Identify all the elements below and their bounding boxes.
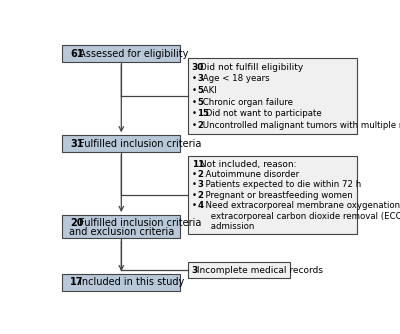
Text: Did not fulfill eligibility: Did not fulfill eligibility	[197, 62, 304, 71]
Text: 2: 2	[197, 191, 203, 200]
Text: 20: 20	[70, 218, 84, 228]
Text: 17: 17	[70, 278, 84, 288]
FancyBboxPatch shape	[62, 274, 180, 291]
Text: 15: 15	[197, 109, 209, 118]
Text: •: •	[192, 121, 197, 130]
Text: Age < 18 years: Age < 18 years	[200, 74, 270, 83]
Text: 3: 3	[192, 266, 198, 275]
Text: Fulfilled inclusion criteria: Fulfilled inclusion criteria	[76, 139, 202, 149]
Text: 11: 11	[192, 160, 204, 169]
Text: •: •	[192, 86, 197, 95]
Text: 2: 2	[197, 170, 203, 179]
Text: Patients expected to die within 72 h: Patients expected to die within 72 h	[200, 180, 361, 189]
Text: admission: admission	[197, 222, 255, 231]
Text: included in this study: included in this study	[76, 278, 184, 288]
Text: 3: 3	[197, 74, 203, 83]
Text: Need extracorporeal membrane oxygenation (ECMO) or: Need extracorporeal membrane oxygenation…	[200, 201, 400, 210]
Text: Chronic organ failure: Chronic organ failure	[200, 98, 293, 107]
Text: 5: 5	[197, 98, 203, 107]
Text: Not included, reason:: Not included, reason:	[197, 160, 297, 169]
Text: 4: 4	[197, 201, 203, 210]
Text: 31: 31	[70, 139, 84, 149]
Text: •: •	[192, 98, 197, 107]
Text: AKI: AKI	[200, 86, 217, 95]
FancyBboxPatch shape	[188, 262, 290, 279]
Text: Uncontrolled malignant tumors with multiple metastases: Uncontrolled malignant tumors with multi…	[200, 121, 400, 130]
Text: 5: 5	[197, 86, 203, 95]
Text: 30: 30	[192, 62, 204, 71]
Text: 2: 2	[197, 121, 203, 130]
Text: extracorporeal carbon dioxide removal (ECCO2R) at ICU: extracorporeal carbon dioxide removal (E…	[197, 211, 400, 220]
Text: Fulfilled inclusion criteria: Fulfilled inclusion criteria	[76, 218, 202, 228]
Text: Assessed for eligibility: Assessed for eligibility	[76, 48, 188, 58]
Text: •: •	[192, 109, 197, 118]
FancyBboxPatch shape	[62, 215, 180, 238]
FancyBboxPatch shape	[62, 45, 180, 62]
FancyBboxPatch shape	[62, 135, 180, 152]
Text: •: •	[192, 180, 197, 189]
FancyBboxPatch shape	[188, 58, 357, 134]
Text: •: •	[192, 201, 197, 210]
Text: 61: 61	[70, 48, 84, 58]
Text: and exclusion criteria: and exclusion criteria	[69, 227, 174, 237]
Text: •: •	[192, 74, 197, 83]
Text: Pregnant or breastfeeding women: Pregnant or breastfeeding women	[200, 191, 353, 200]
Text: Incomplete medical records: Incomplete medical records	[194, 266, 324, 275]
Text: Autoimmune disorder: Autoimmune disorder	[200, 170, 299, 179]
FancyBboxPatch shape	[188, 156, 357, 234]
Text: 3: 3	[197, 180, 203, 189]
Text: •: •	[192, 170, 197, 179]
Text: Did not want to participate: Did not want to participate	[202, 109, 321, 118]
Text: •: •	[192, 191, 197, 200]
